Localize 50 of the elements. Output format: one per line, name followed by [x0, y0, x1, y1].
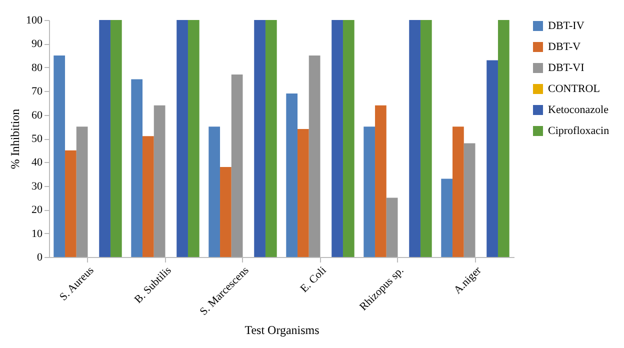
- x-tick-label: E. Coli: [298, 264, 329, 296]
- bar: [176, 20, 188, 257]
- bar: [298, 129, 309, 257]
- bar: [308, 56, 320, 257]
- bar: [452, 126, 464, 257]
- bar: [375, 105, 386, 257]
- bar: [154, 105, 166, 257]
- bar: [464, 143, 476, 257]
- bar: [498, 20, 510, 257]
- bar: [110, 20, 122, 257]
- legend-label: DBT-IV: [548, 20, 584, 32]
- y-tick-label: 20: [32, 204, 43, 216]
- bar: [441, 178, 453, 257]
- bar: [231, 74, 243, 257]
- bar: [131, 79, 143, 257]
- bar: [142, 136, 154, 257]
- bar: [420, 20, 432, 257]
- bar: [364, 126, 376, 257]
- legend-label: DBT-V: [548, 41, 581, 53]
- bar: [220, 166, 232, 257]
- legend-label: DBT-VI: [548, 62, 585, 74]
- legend-label: CONTROL: [548, 83, 600, 95]
- x-axis-title: Test Organisms: [244, 323, 320, 338]
- bar: [76, 126, 88, 257]
- legend-label: Ciprofloxacin: [548, 125, 610, 137]
- y-tick-label: 60: [32, 109, 43, 122]
- bar: [99, 20, 110, 257]
- bar: [486, 60, 498, 257]
- bar: [208, 126, 220, 257]
- y-tick-label: 40: [32, 156, 43, 169]
- legend-label: Ketoconazole: [548, 104, 609, 116]
- y-tick-label: 0: [37, 252, 43, 264]
- bar: [386, 198, 398, 257]
- y-axis-title: % Inhibition: [8, 108, 22, 170]
- y-tick-label: 10: [32, 228, 43, 240]
- y-tick-label: 30: [32, 180, 43, 192]
- bar: [65, 150, 76, 257]
- bar: [332, 20, 343, 257]
- bar: [342, 20, 354, 257]
- y-tick-label: 90: [32, 38, 43, 50]
- y-tick-label: 80: [32, 62, 43, 74]
- bar: [409, 20, 420, 257]
- y-tick-label: 100: [26, 14, 43, 26]
- bar: [265, 20, 277, 257]
- bar: [286, 93, 298, 257]
- bar: [188, 20, 200, 257]
- y-tick-label: 70: [32, 86, 43, 98]
- bar: [54, 56, 66, 257]
- bar: [254, 20, 266, 257]
- y-tick-label: 50: [32, 133, 43, 145]
